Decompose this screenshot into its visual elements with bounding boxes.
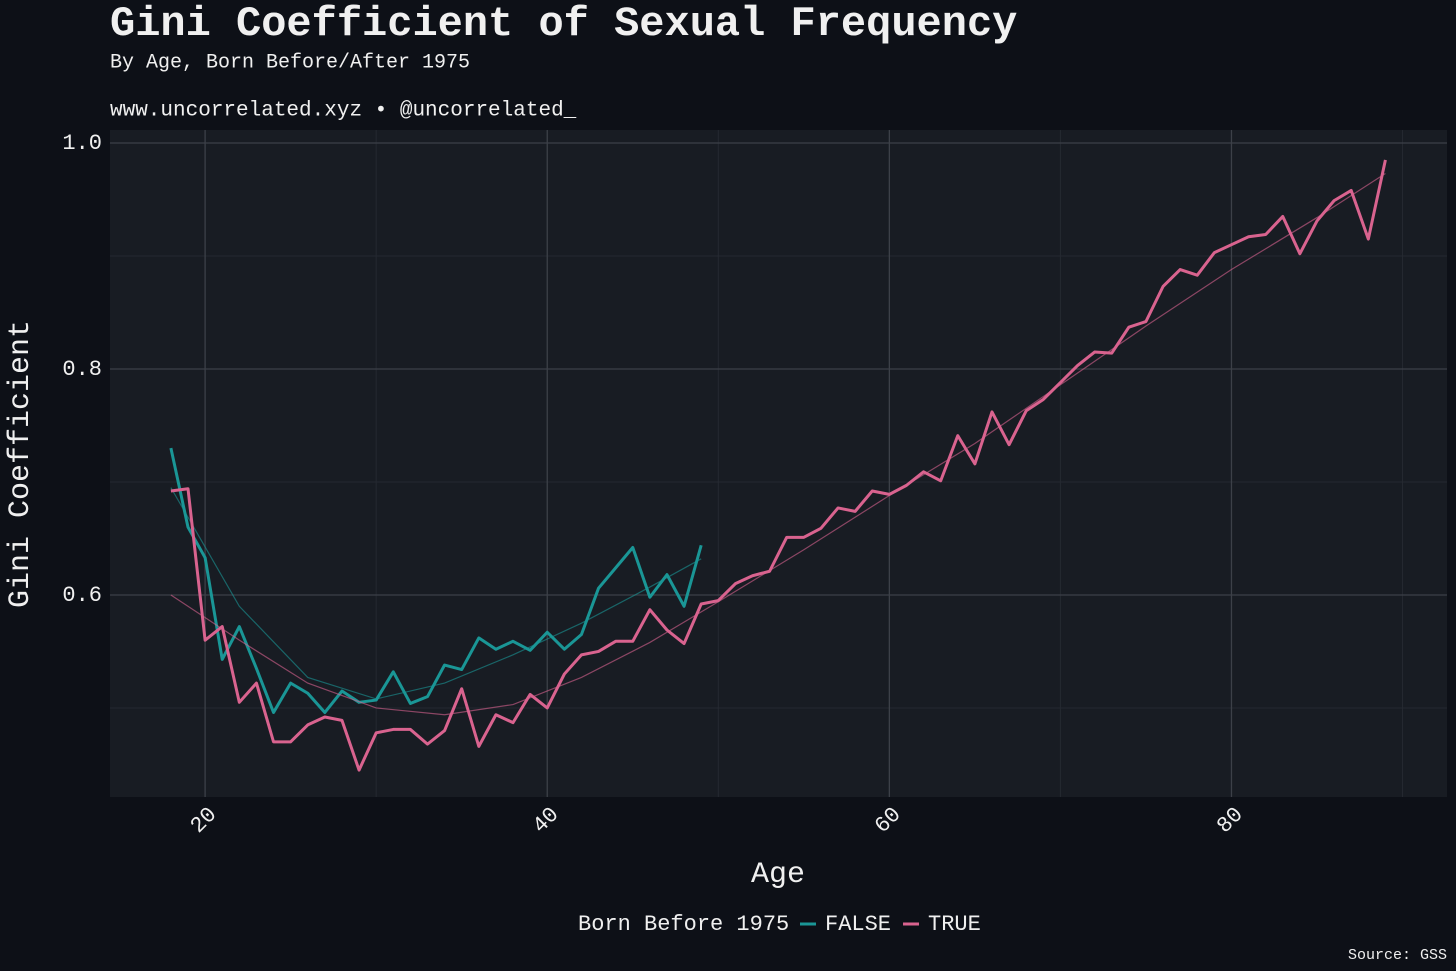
y-tick-label: 1.0 (62, 131, 102, 156)
chart-subtitle: By Age, Born Before/After 1975 (110, 51, 470, 74)
source: Source: GSS (1348, 947, 1447, 964)
chart-title: Gini Coefficient of Sexual Frequency (110, 0, 1017, 48)
legend-label: FALSE (825, 912, 891, 937)
y-tick-label: 0.8 (62, 357, 102, 382)
y-axis-label: Gini Coefficient (4, 320, 38, 608)
legend: Born Before 1975 FALSE TRUE (578, 912, 981, 937)
legend-title: Born Before 1975 (578, 912, 789, 937)
series-line (170, 159, 1387, 772)
x-axis-label: Age (751, 858, 805, 892)
y-tick-label: 0.6 (62, 583, 102, 608)
caption: www.uncorrelated.xyz • @uncorrelated_ (110, 100, 577, 123)
series-line (169, 447, 703, 714)
legend-label: TRUE (928, 912, 981, 937)
trend-line (170, 487, 702, 700)
